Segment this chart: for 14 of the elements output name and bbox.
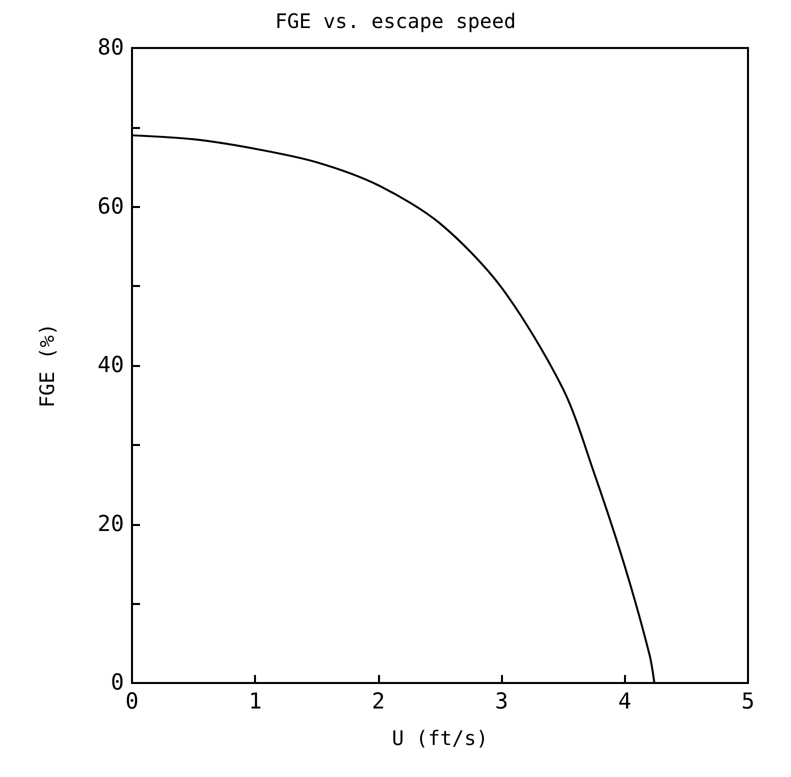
x-tick-label: 4 xyxy=(618,690,632,714)
y-tick-label: 60 xyxy=(98,194,124,220)
x-axis-title: U (ft/s) xyxy=(392,726,488,750)
x-tick-label: 5 xyxy=(741,690,755,714)
x-tick-label: 1 xyxy=(248,690,262,714)
chart-title: FGE vs. escape speed xyxy=(275,9,516,33)
line-series xyxy=(131,134,656,684)
y-tick-label: 0 xyxy=(110,670,124,696)
x-tick-label: 2 xyxy=(372,690,386,714)
y-axis-title: FGE (%) xyxy=(35,323,59,408)
y-tick-label: 80 xyxy=(98,36,124,60)
y-tick-label: 40 xyxy=(98,353,124,378)
x-tick-label: 3 xyxy=(494,690,508,714)
y-tick-label: 20 xyxy=(98,512,124,537)
